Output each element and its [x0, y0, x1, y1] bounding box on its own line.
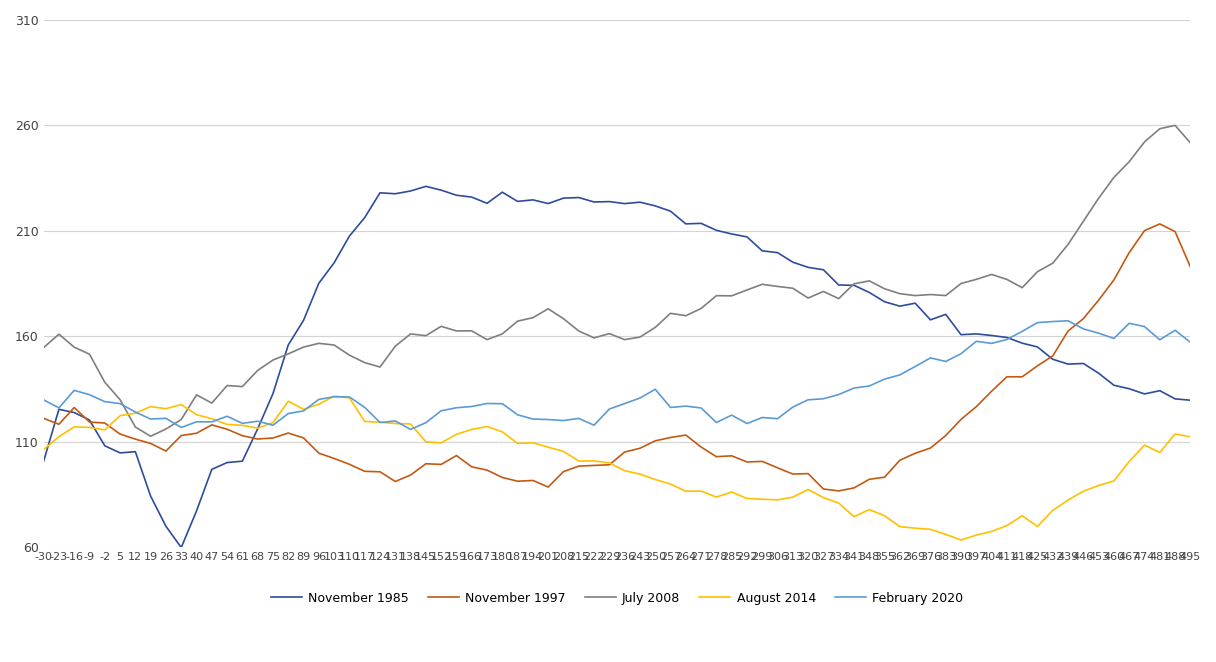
- November 1997: [801, 469, 816, 477]
- November 1985: [1183, 397, 1198, 404]
- November 1985: [663, 207, 677, 215]
- Line: August 2014: August 2014: [44, 396, 1190, 540]
- November 1997: [969, 402, 984, 410]
- Line: November 1997: November 1997: [44, 224, 1190, 491]
- February 2020: [648, 385, 663, 393]
- July 2008: [969, 275, 984, 283]
- August 2014: [953, 536, 968, 544]
- February 2020: [1183, 338, 1198, 346]
- August 2014: [327, 392, 342, 400]
- July 2008: [449, 327, 463, 335]
- August 2014: [143, 402, 158, 410]
- November 1985: [984, 332, 998, 340]
- November 1985: [143, 493, 158, 500]
- August 2014: [816, 494, 831, 502]
- November 1997: [770, 464, 784, 472]
- August 2014: [786, 493, 800, 501]
- Line: February 2020: February 2020: [44, 321, 1190, 430]
- Legend: November 1985, November 1997, July 2008, August 2014, February 2020: November 1985, November 1997, July 2008,…: [266, 587, 968, 610]
- Line: November 1985: November 1985: [44, 187, 1190, 547]
- November 1985: [832, 281, 846, 289]
- July 2008: [816, 287, 831, 295]
- November 1997: [832, 487, 846, 495]
- August 2014: [1183, 433, 1198, 441]
- August 2014: [984, 528, 998, 536]
- November 1997: [36, 414, 51, 422]
- July 2008: [158, 425, 173, 433]
- February 2020: [404, 426, 418, 434]
- February 2020: [449, 404, 463, 412]
- August 2014: [36, 446, 51, 453]
- Line: July 2008: July 2008: [44, 125, 1190, 436]
- August 2014: [449, 430, 463, 438]
- November 1985: [801, 263, 816, 271]
- November 1997: [1153, 220, 1167, 228]
- July 2008: [1167, 121, 1182, 129]
- November 1997: [434, 461, 449, 469]
- February 2020: [786, 403, 800, 411]
- February 2020: [36, 396, 51, 404]
- July 2008: [143, 432, 158, 440]
- February 2020: [969, 338, 984, 346]
- November 1997: [143, 440, 158, 448]
- February 2020: [143, 415, 158, 423]
- July 2008: [36, 344, 51, 352]
- February 2020: [816, 395, 831, 402]
- July 2008: [1183, 139, 1198, 147]
- February 2020: [1060, 317, 1075, 325]
- July 2008: [786, 284, 800, 292]
- July 2008: [648, 324, 663, 332]
- November 1985: [174, 544, 188, 551]
- November 1985: [36, 457, 51, 465]
- November 1985: [465, 193, 479, 201]
- August 2014: [648, 475, 663, 483]
- November 1997: [1183, 263, 1198, 271]
- November 1985: [418, 183, 433, 191]
- November 1997: [632, 444, 647, 452]
